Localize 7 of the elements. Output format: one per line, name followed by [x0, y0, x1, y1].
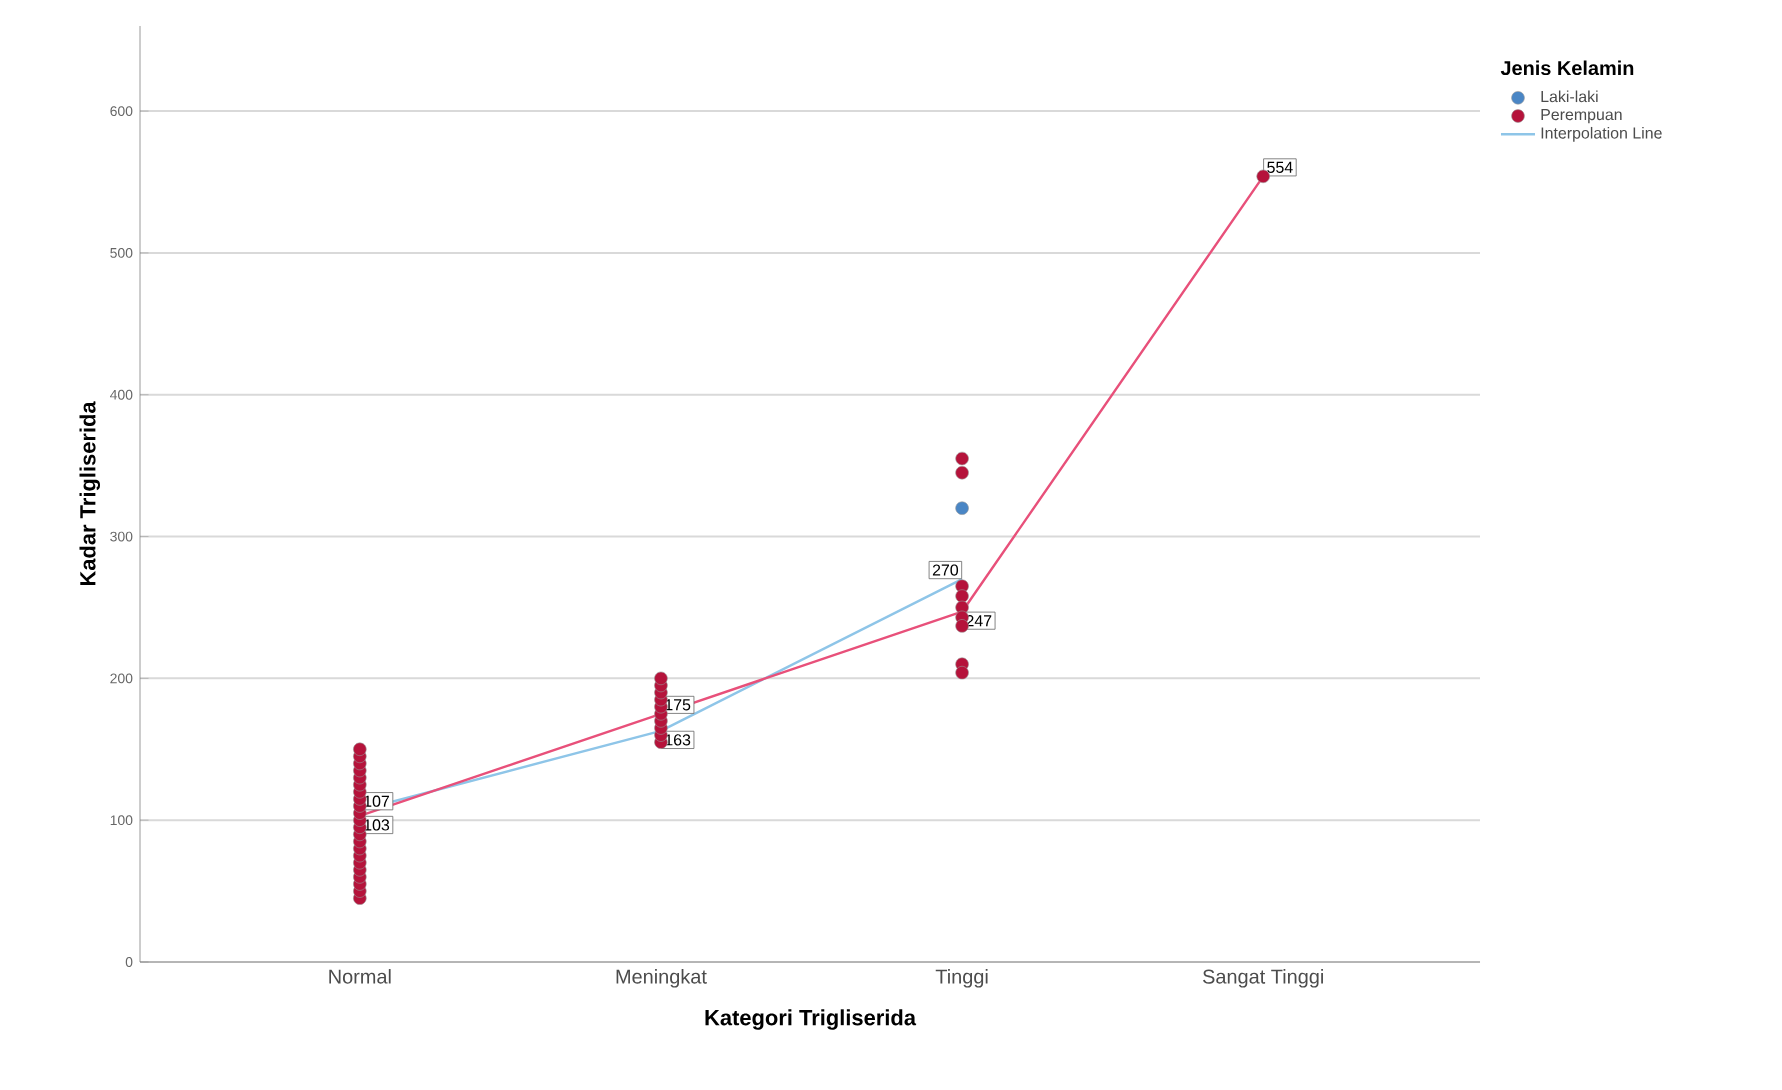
x-axis-title: Kategori Trigliserida [705, 1009, 917, 1030]
x-tick-label: Sangat Tinggi [1203, 969, 1323, 988]
y-axis-title: Kadar Trigliserida [79, 401, 101, 586]
x-tick-label: Meningkat [616, 969, 707, 988]
x-tick-label: Normal [329, 969, 391, 984]
x-tick-label: Tinggi [935, 969, 988, 988]
legend-title: Jenis Kelamin [1500, 60, 1634, 76]
